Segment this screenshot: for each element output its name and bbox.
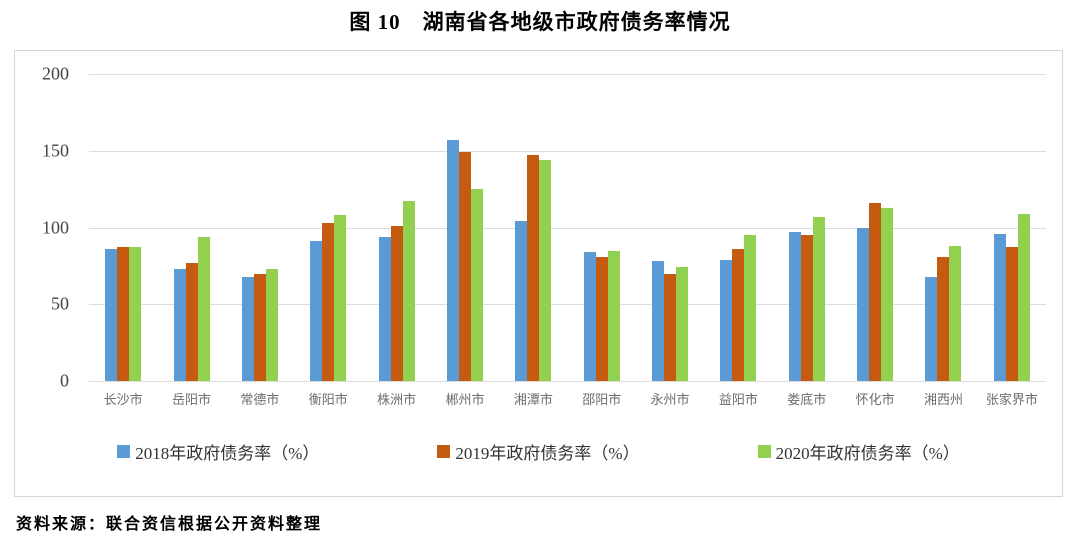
legend-swatch-icon — [757, 445, 771, 458]
gridline-200 — [89, 74, 1046, 75]
bar-2020年-湘潭市 — [539, 159, 552, 381]
bar-2018年-郴州市 — [446, 140, 459, 381]
x-label-长沙市: 长沙市 — [103, 392, 143, 407]
legend-swatch-icon — [117, 445, 131, 458]
bar-2019年-益阳市 — [732, 249, 745, 381]
bar-2020年-常德市 — [265, 268, 278, 381]
plot-area — [89, 74, 1046, 382]
bar-2020年-湘西州 — [949, 245, 962, 381]
bar-2018年-益阳市 — [720, 259, 733, 381]
bar-2020年-邵阳市 — [607, 250, 620, 381]
bar-2019年-长沙市 — [117, 247, 130, 381]
legend-item-2018年: 2018年政府债务率（%） — [117, 439, 319, 464]
bar-2020年-株洲市 — [402, 201, 415, 381]
bar-2020年-岳阳市 — [197, 236, 210, 381]
bar-2019年-岳阳市 — [185, 262, 198, 381]
bar-2018年-长沙市 — [105, 249, 118, 381]
x-label-湘西州: 湘西州 — [923, 392, 963, 407]
y-axis: 0 50 100 150 200 — [15, 64, 83, 391]
bar-2020年-张家界市 — [1017, 213, 1030, 381]
bar-2019年-湘西州 — [937, 256, 950, 381]
bar-2019年-衡阳市 — [322, 222, 335, 381]
y-tick-label-50: 50 — [51, 293, 69, 314]
bar-2018年-娄底市 — [788, 232, 801, 381]
chart-frame: 0 50 100 150 200 长沙市 岳阳市 常德市 衡阳市 株洲市 郴州市 湘潭市 邵阳市 永州市… — [14, 50, 1063, 497]
y-tick-label-200: 200 — [42, 63, 69, 84]
legend-item-2020年: 2020年政府债务率（%） — [757, 439, 960, 464]
legend-item-2019年: 2019年政府债务率（%） — [437, 439, 640, 464]
bar-group-岳阳市 — [157, 74, 225, 381]
y-tick-label-150: 150 — [42, 140, 69, 161]
x-label-湘潭市: 湘潭市 — [513, 392, 553, 407]
legend-label: 2019年政府债务率（%） — [455, 444, 640, 463]
x-label-郴州市: 郴州市 — [445, 392, 485, 407]
chart-title: 图 10 湖南省各地级市政府债务率情况 — [349, 10, 731, 34]
bar-2018年-湘西州 — [925, 276, 938, 381]
bar-group-株洲市 — [362, 74, 430, 381]
x-label-娄底市: 娄底市 — [787, 392, 827, 407]
gridline-50 — [89, 304, 1046, 306]
legend-label: 2018年政府债务率（%） — [135, 444, 320, 463]
x-label-益阳市: 益阳市 — [718, 392, 758, 407]
x-label-永州市: 永州市 — [650, 392, 690, 407]
bar-2018年-张家界市 — [993, 233, 1006, 381]
x-label-岳阳市: 岳阳市 — [172, 392, 212, 407]
x-label-邵阳市: 邵阳市 — [582, 392, 622, 407]
bar-2019年-邵阳市 — [595, 256, 608, 381]
bar-group-常德市 — [226, 74, 294, 381]
bar-group-邵阳市 — [568, 74, 636, 381]
x-label-怀化市: 怀化市 — [855, 392, 895, 407]
legend-swatch-icon — [437, 445, 451, 458]
bar-2020年-长沙市 — [129, 247, 142, 381]
bar-2020年-怀化市 — [881, 207, 894, 381]
bar-group-郴州市 — [431, 74, 499, 381]
bar-groups — [89, 74, 1046, 381]
legend-label: 2020年政府债务率（%） — [775, 444, 960, 463]
bar-group-益阳市 — [704, 74, 772, 381]
bar-2018年-常德市 — [241, 276, 254, 381]
bar-group-张家界市 — [978, 74, 1046, 381]
chart-legend: 2018年政府债务率（%） 2019年政府债务率（%） 2020年政府债务率（%） — [15, 439, 1062, 464]
x-label-张家界市: 张家界市 — [985, 392, 1038, 407]
x-label-衡阳市: 衡阳市 — [308, 392, 348, 407]
bar-2020年-益阳市 — [744, 235, 757, 381]
bar-2020年-娄底市 — [812, 216, 825, 381]
y-tick-label-100: 100 — [42, 217, 69, 237]
y-tick-label-0: 0 — [60, 370, 69, 391]
bar-group-怀化市 — [841, 74, 909, 381]
x-axis-labels: 长沙市 岳阳市 常德市 衡阳市 株洲市 郴州市 湘潭市 邵阳市 永州市 益阳市 娄底市 怀化市 湘西州 张… — [89, 389, 1046, 408]
bar-2019年-郴州市 — [458, 152, 471, 381]
bar-2019年-张家界市 — [1005, 247, 1018, 381]
source-note: 资料来源：联合资信根据公开资料整理 — [16, 516, 323, 533]
bar-2018年-株洲市 — [378, 236, 391, 381]
bar-group-永州市 — [636, 74, 704, 381]
bar-2018年-衡阳市 — [310, 241, 323, 381]
bar-group-湘西州 — [909, 74, 977, 381]
bar-2020年-郴州市 — [470, 189, 483, 381]
gridline-150 — [89, 150, 1046, 152]
bar-group-长沙市 — [89, 74, 157, 381]
bar-2018年-怀化市 — [857, 227, 870, 381]
bar-2019年-娄底市 — [800, 235, 813, 381]
bar-2018年-湘潭市 — [515, 221, 528, 381]
bar-group-衡阳市 — [294, 74, 362, 381]
bar-2019年-湘潭市 — [527, 155, 540, 381]
x-label-株洲市: 株洲市 — [377, 392, 417, 407]
bar-group-湘潭市 — [499, 74, 567, 381]
gridline-0 — [89, 381, 1046, 382]
bar-2018年-永州市 — [652, 261, 665, 381]
bar-2020年-永州市 — [676, 267, 689, 381]
bar-2019年-永州市 — [664, 273, 677, 381]
bar-2018年-岳阳市 — [173, 268, 186, 381]
gridline-100 — [89, 227, 1046, 229]
bar-group-娄底市 — [773, 74, 841, 381]
bar-2018年-邵阳市 — [583, 252, 596, 381]
x-label-常德市: 常德市 — [240, 392, 280, 407]
bar-2019年-株洲市 — [390, 225, 403, 381]
bar-2019年-常德市 — [253, 273, 266, 381]
bar-2019年-怀化市 — [869, 202, 882, 381]
bar-2020年-衡阳市 — [334, 215, 347, 381]
